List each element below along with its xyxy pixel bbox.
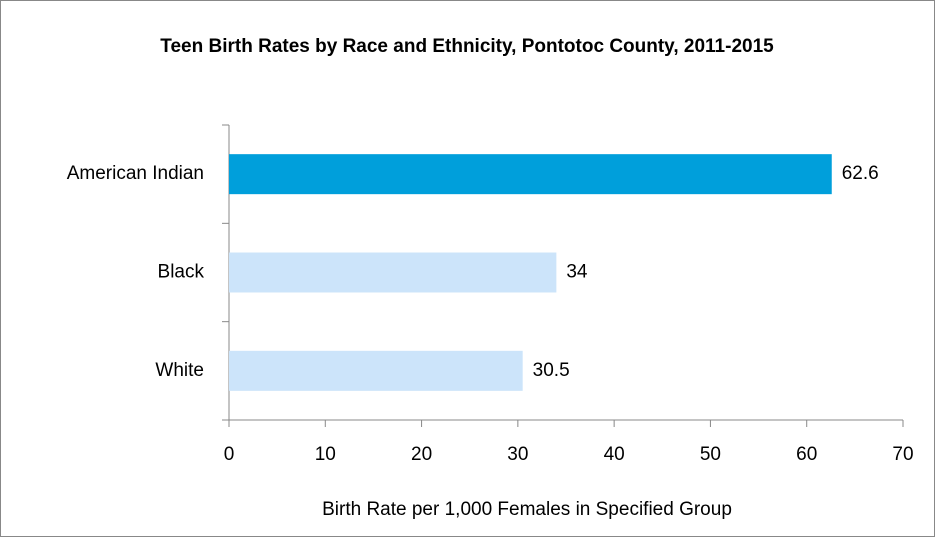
data-label: 34 bbox=[566, 262, 588, 283]
bar bbox=[229, 350, 523, 391]
data-label: 62.6 bbox=[842, 163, 879, 184]
x-tick-label: 0 bbox=[224, 444, 235, 465]
x-tick-label: 30 bbox=[507, 444, 528, 465]
x-tick-label: 60 bbox=[796, 444, 817, 465]
x-tick-label: 40 bbox=[604, 444, 625, 465]
x-tick-label: 50 bbox=[700, 444, 721, 465]
x-tick-label: 70 bbox=[892, 444, 913, 465]
y-tick-label: Black bbox=[158, 262, 205, 283]
chart-title: Teen Birth Rates by Race and Ethnicity, … bbox=[160, 36, 774, 57]
bar bbox=[229, 154, 832, 195]
y-tick-label: American Indian bbox=[67, 163, 204, 184]
data-label: 30.5 bbox=[533, 360, 570, 381]
x-tick-label: 20 bbox=[411, 444, 432, 465]
bar bbox=[229, 252, 557, 293]
x-tick-label: 10 bbox=[315, 444, 336, 465]
x-axis-label: Birth Rate per 1,000 Females in Specifie… bbox=[322, 499, 732, 520]
y-tick-label: White bbox=[155, 360, 204, 381]
